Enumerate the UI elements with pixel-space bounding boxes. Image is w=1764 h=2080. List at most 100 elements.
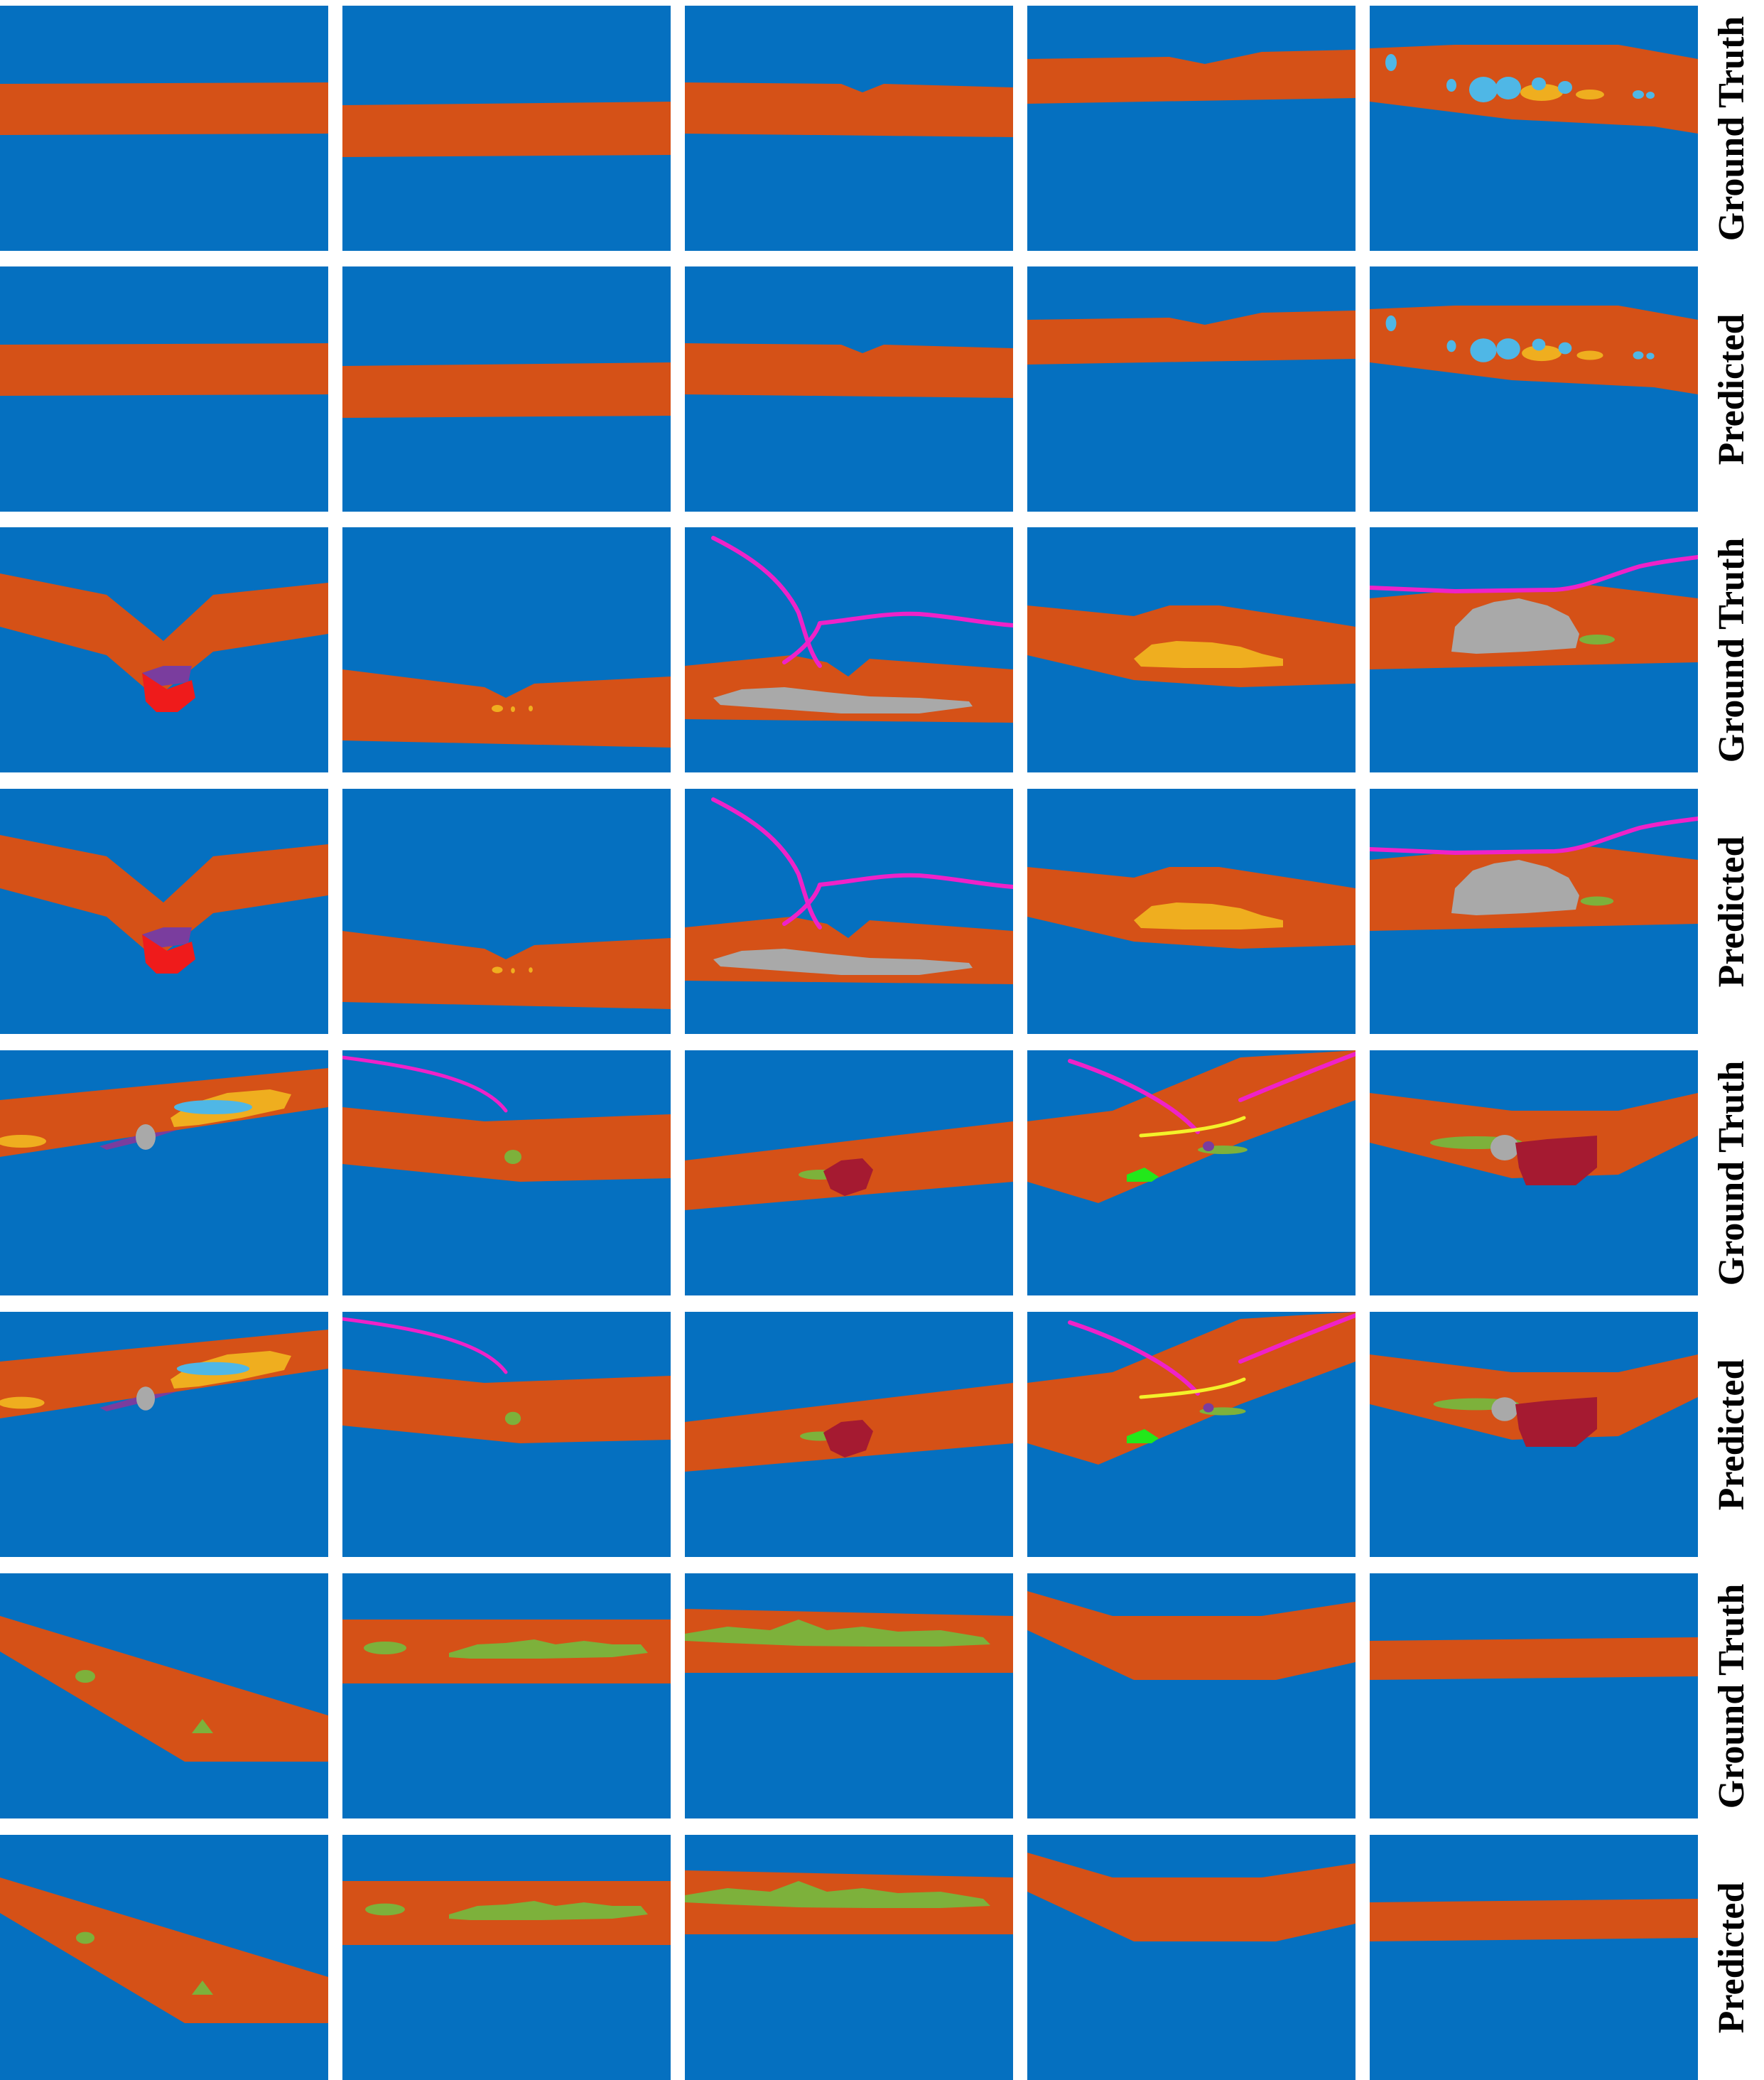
segmentation-tile	[1370, 266, 1698, 512]
segmentation-tile	[1370, 1835, 1698, 2080]
retina-layer-region	[1027, 1591, 1356, 1680]
segmentation-tile	[0, 1050, 328, 1295]
lightblue-lesion-region	[1633, 90, 1644, 99]
oct-segmentation-mask	[342, 527, 671, 772]
oct-segmentation-mask	[1027, 789, 1356, 1034]
oct-segmentation-mask	[0, 1050, 328, 1295]
gray-lesion-region	[1451, 860, 1579, 915]
oct-segmentation-mask	[685, 789, 1013, 1034]
lightblue-lesion-region	[1633, 351, 1644, 360]
magenta-lesion-region	[1238, 1313, 1356, 1364]
gray-lesion-region	[1451, 598, 1579, 654]
retina-layer-region	[1370, 1354, 1698, 1440]
background-region	[1370, 266, 1698, 512]
retina-layer-region	[0, 1877, 328, 2023]
segmentation-tile	[685, 1573, 1013, 1818]
green-lesion-region	[75, 1931, 95, 1944]
row-label-predicted: Predicted	[1711, 1359, 1752, 1510]
orange-lesion-region	[1134, 641, 1283, 668]
segmentation-tile	[342, 1835, 671, 2080]
segmentation-tile	[1027, 266, 1356, 512]
oct-segmentation-mask	[1370, 1835, 1698, 2080]
segmentation-tile	[1370, 1312, 1698, 1557]
lightblue-lesion-region	[176, 1362, 250, 1376]
oct-segmentation-mask	[1027, 1312, 1356, 1557]
oct-segmentation-mask	[0, 1573, 328, 1818]
oct-segmentation-mask	[1027, 527, 1356, 772]
orange-lesion-region	[492, 966, 503, 974]
segmentation-tile	[342, 527, 671, 772]
lightblue-lesion-region	[1446, 79, 1456, 92]
segmentation-tile	[342, 789, 671, 1034]
magenta-lesion-region	[1370, 817, 1698, 856]
segmentation-tile	[685, 527, 1013, 772]
darkred-lesion-region	[1515, 1136, 1597, 1185]
oct-segmentation-mask	[1370, 527, 1698, 772]
magenta-lesion-region	[1238, 1052, 1356, 1102]
segmentation-tile	[342, 6, 671, 251]
segmentation-tile	[1370, 527, 1698, 772]
lightblue-lesion-region	[1496, 338, 1520, 360]
row-label-ground-truth: Ground Truth	[1711, 16, 1752, 241]
lightblue-lesion-region	[174, 1100, 252, 1114]
green-lesion-region	[1580, 896, 1614, 906]
retina-layer-region	[1027, 311, 1356, 365]
retina-layer-region	[0, 1616, 328, 1762]
retina-layer-region	[342, 102, 671, 157]
green-lesion-region	[364, 1642, 406, 1654]
green-lesion-region	[504, 1150, 521, 1164]
row-label-predicted: Predicted	[1711, 313, 1752, 465]
orange-lesion-region	[1522, 345, 1562, 362]
background-region	[342, 1573, 671, 1818]
magenta-lesion-region	[342, 1055, 508, 1113]
oct-segmentation-mask	[1370, 266, 1698, 512]
segmentation-tile	[342, 1050, 671, 1295]
oct-segmentation-mask	[1027, 1835, 1356, 2080]
retina-layer-region	[342, 1369, 671, 1443]
magenta-lesion-region	[782, 621, 822, 664]
row-label-ground-truth: Ground Truth	[1711, 1583, 1752, 1809]
retina-layer-region	[0, 343, 328, 396]
retina-layer-region	[342, 1107, 671, 1182]
retina-layer-region	[0, 1330, 328, 1418]
oct-segmentation-mask	[1370, 6, 1698, 251]
segmentation-tile	[1370, 1573, 1698, 1818]
oct-segmentation-mask	[685, 527, 1013, 772]
segmentation-tile	[1027, 1835, 1356, 2080]
green-lesion-region	[449, 1901, 648, 1920]
segmentation-tile	[0, 1312, 328, 1557]
segmentation-tile	[1370, 6, 1698, 251]
magenta-lesion-region	[711, 536, 822, 668]
retina-layer-region	[1027, 1853, 1356, 1941]
orange-lesion-region	[1576, 350, 1603, 360]
lightblue-lesion-region	[1532, 338, 1546, 351]
orange-lesion-region	[511, 706, 515, 712]
brightgreen-lesion-region	[1127, 1168, 1159, 1182]
oct-segmentation-mask	[685, 1312, 1013, 1557]
background-region	[1027, 6, 1356, 251]
oct-segmentation-mask	[1027, 1050, 1356, 1295]
oct-segmentation-mask	[0, 1835, 328, 2080]
background-region	[1370, 1835, 1698, 2080]
segmentation-tile	[0, 6, 328, 251]
lightblue-lesion-region	[1558, 342, 1572, 355]
green-lesion-region	[75, 1670, 95, 1683]
oct-segmentation-mask	[342, 1573, 671, 1818]
retina-layer-region	[685, 343, 1013, 398]
retina-layer-region	[1370, 1093, 1698, 1178]
segmentation-tile	[685, 1835, 1013, 2080]
brightgreen-lesion-region	[1127, 1429, 1159, 1443]
segmentation-tile	[685, 1312, 1013, 1557]
segmentation-tile	[0, 1573, 328, 1818]
magenta-lesion-region	[818, 873, 1013, 889]
gray-lesion-region	[1490, 1135, 1519, 1160]
segmentation-tile	[342, 1573, 671, 1818]
lightblue-lesion-region	[1446, 340, 1456, 352]
oct-segmentation-mask	[0, 1312, 328, 1557]
red-lesion-region	[142, 934, 195, 974]
segmentation-tile	[685, 266, 1013, 512]
green-lesion-region	[192, 1719, 213, 1733]
retina-layer-region	[342, 931, 671, 1009]
lightblue-lesion-region	[1495, 77, 1521, 99]
